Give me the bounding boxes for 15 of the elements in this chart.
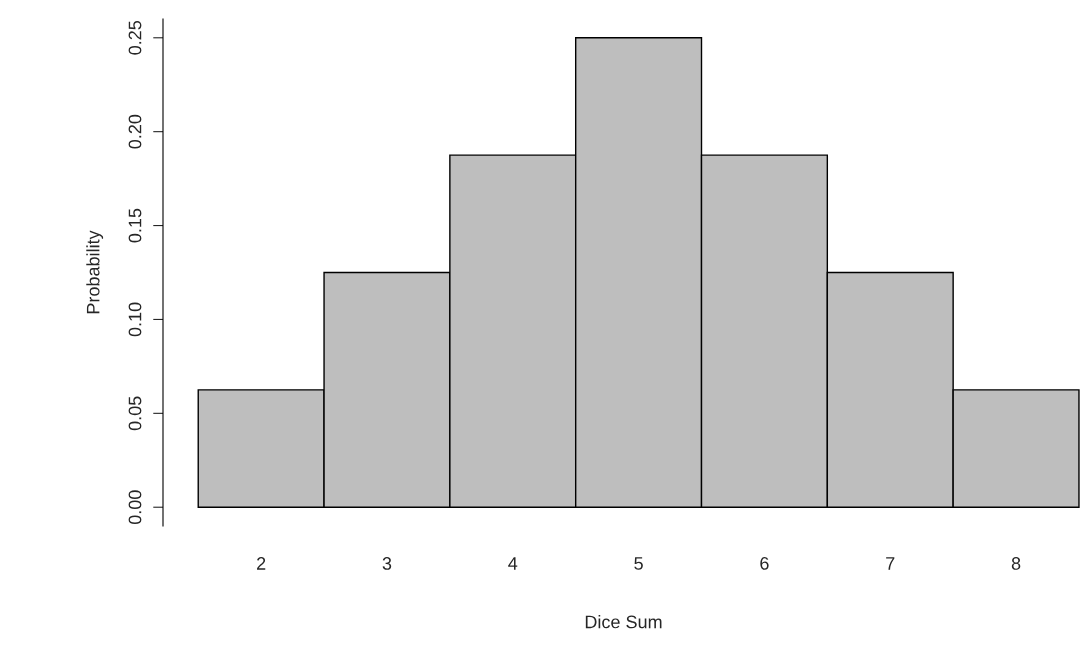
x-tick-label: 5 [634, 557, 643, 570]
x-tick-label: 8 [1011, 557, 1021, 570]
x-tick-label: 6 [760, 557, 769, 570]
y-tick-label: 0.15 [128, 208, 142, 243]
y-tick-label: 0.05 [128, 396, 142, 431]
x-tick-label: 7 [886, 557, 895, 570]
y-axis-title: Probability [86, 230, 104, 314]
y-tick-label: 0.10 [128, 302, 142, 337]
x-tick-label: 2 [257, 557, 266, 570]
x-tick-label: 4 [508, 557, 518, 570]
x-axis-title: Dice Sum [585, 615, 662, 629]
y-tick-label: 0.20 [128, 114, 142, 149]
y-tick-label: 0.25 [128, 20, 142, 55]
x-tick-label: 3 [382, 557, 392, 570]
y-tick-label: 0.00 [128, 490, 142, 525]
